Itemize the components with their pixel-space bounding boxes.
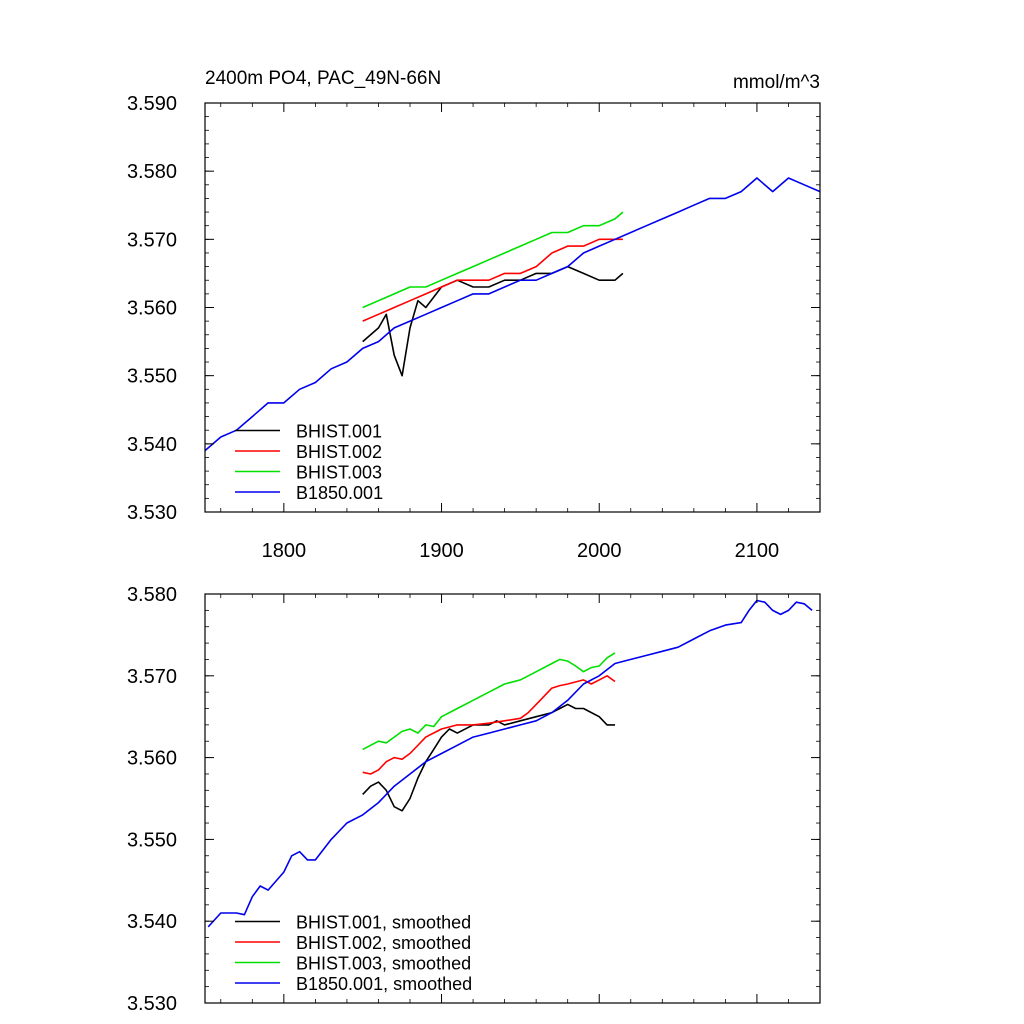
top-series-line-0 (362, 265, 624, 377)
top-series-line-3 (204, 177, 821, 452)
top-panel: 2400m PO4, PAC_49N-66N mmol/m^3 3.530 3.5… (127, 68, 821, 562)
bottom-legend-label: B1850.001, smoothed (296, 974, 472, 994)
top-ytick-label: 3.550 (127, 366, 177, 388)
top-legend-label: BHIST.001 (296, 422, 382, 442)
bottom-ytick-label: 3.550 (127, 829, 177, 851)
bottom-legend-label: BHIST.002, smoothed (296, 933, 471, 953)
top-legend-label: B1850.001 (296, 483, 383, 503)
top-ytick-label: 3.530 (127, 502, 177, 524)
bottom-ytick-label: 3.560 (127, 748, 177, 770)
bottom-panel: 3.530 3.540 3.550 3.560 3.570 3.580 BHIST.001… (127, 584, 821, 1015)
bottom-ytick-label: 3.540 (127, 911, 177, 933)
top-xtick-label: 2100 (735, 540, 780, 562)
bottom-legend-label: BHIST.001, smoothed (296, 913, 471, 933)
bottom-ytick-label: 3.530 (127, 993, 177, 1015)
top-ytick-label: 3.540 (127, 434, 177, 456)
top-ytick-label: 3.590 (127, 93, 177, 115)
top-xtick-label: 2000 (577, 540, 622, 562)
top-panel-units: mmol/m^3 (733, 72, 820, 93)
bottom-series-line-2 (362, 652, 616, 751)
top-series-line-1 (362, 238, 623, 322)
bottom-ytick-label: 3.570 (127, 666, 177, 688)
bottom-series-line-0 (362, 703, 615, 812)
bottom-series-line-1 (362, 675, 616, 775)
top-panel-title: 2400m PO4, PAC_49N-66N (205, 68, 441, 89)
top-ytick-label: 3.570 (127, 229, 177, 251)
top-legend-label: BHIST.002 (296, 442, 382, 462)
top-ytick-label: 3.560 (127, 298, 177, 320)
top-xtick-label: 1800 (262, 540, 307, 562)
top-legend-label: BHIST.003 (296, 463, 382, 483)
bottom-series-line-3 (207, 599, 813, 928)
top-xtick-label: 1900 (419, 540, 464, 562)
top-ytick-label: 3.580 (127, 161, 177, 183)
bottom-plot-frame (204, 593, 821, 1004)
bottom-ytick-label: 3.580 (127, 584, 177, 606)
top-series-line-2 (362, 211, 624, 309)
bottom-legend-label: BHIST.003, smoothed (296, 954, 471, 974)
